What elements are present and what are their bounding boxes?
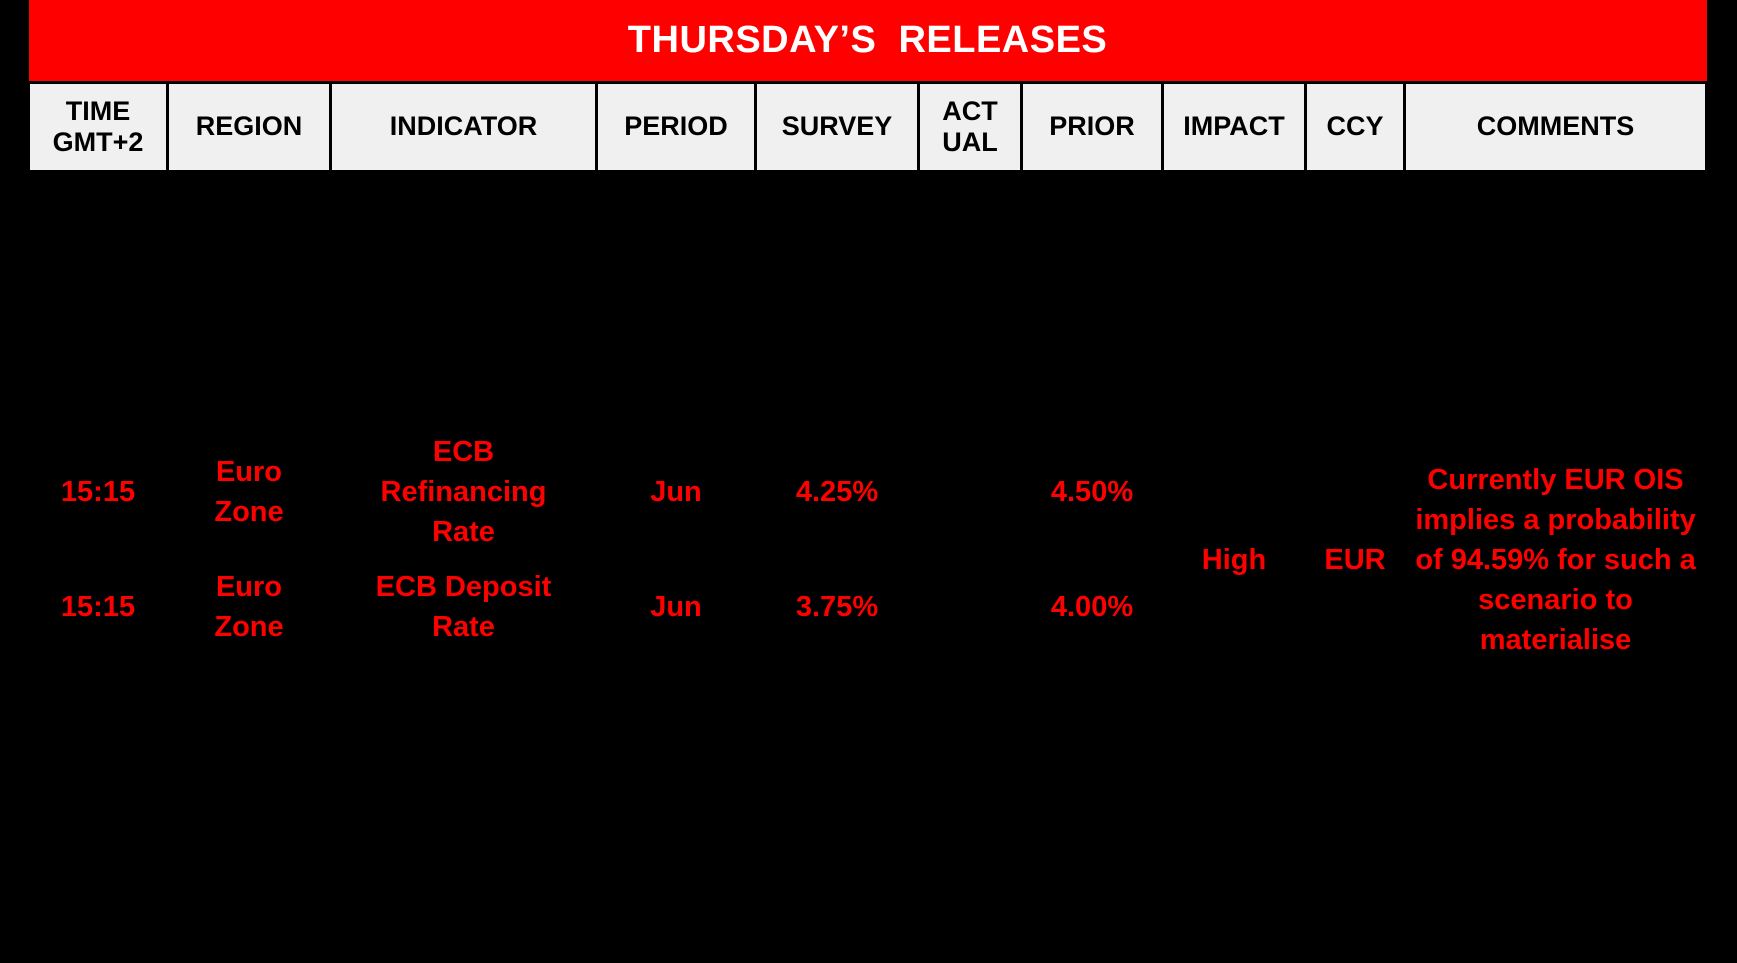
cell-region: Euro Zone — [214, 570, 284, 643]
table-row: 15:15 Euro Zone ECB Deposit Rate Jun 3.7… — [29, 554, 1707, 660]
cell-actual — [919, 554, 1022, 660]
col-header-impact: IMPACT — [1161, 81, 1307, 173]
col-header-actual: ACTUAL — [917, 81, 1023, 173]
cell-region: Euro Zone — [214, 455, 284, 528]
cell-comments-merged: Currently EUR OIS implies a probability … — [1415, 464, 1696, 657]
cell-ccy-merged: EUR — [1324, 544, 1386, 577]
cell-indicator: ECB Deposit Rate — [375, 570, 552, 643]
title-row: THURSDAY’S RELEASES — [28, 0, 1707, 84]
cell-indicator: ECB Refinancing Rate — [380, 435, 547, 548]
table-title: THURSDAY’S RELEASES — [28, 0, 1707, 84]
cell-prior: 4.50% — [1050, 475, 1134, 508]
empty-region — [29, 172, 1707, 431]
empty-space — [29, 172, 1707, 431]
col-header-indicator: INDICATOR — [329, 81, 598, 173]
cell-survey: 4.25% — [795, 475, 879, 508]
col-header-comments: COMMENTS — [1402, 81, 1709, 173]
cell-period: Jun — [650, 590, 702, 623]
cell-period: Jun — [650, 475, 702, 508]
col-header-period: PERIOD — [595, 81, 757, 173]
col-header-region: REGION — [166, 81, 332, 173]
col-header-time-gmt: TIME GMT+2 — [27, 81, 169, 173]
header-row: TIME GMT+2 REGION INDICATOR PERIOD SURVE… — [27, 81, 1709, 173]
cell-survey: 3.75% — [795, 590, 879, 623]
col-header-survey: SURVEY — [754, 81, 920, 173]
col-header-ccy: CCY — [1304, 81, 1406, 173]
cell-time: 15:15 — [60, 590, 136, 623]
releases-table: THURSDAY’S RELEASES TIME GMT+2 REGION IN… — [27, 0, 1709, 660]
table-row: 15:15 Euro Zone ECB Refinancing Rate Jun… — [29, 430, 1707, 656]
cell-prior: 4.00% — [1050, 590, 1134, 623]
cell-impact-merged: High — [1201, 544, 1267, 577]
col-header-prior: PRIOR — [1020, 81, 1164, 173]
cell-time: 15:15 — [60, 475, 136, 508]
cell-actual — [919, 430, 1022, 554]
